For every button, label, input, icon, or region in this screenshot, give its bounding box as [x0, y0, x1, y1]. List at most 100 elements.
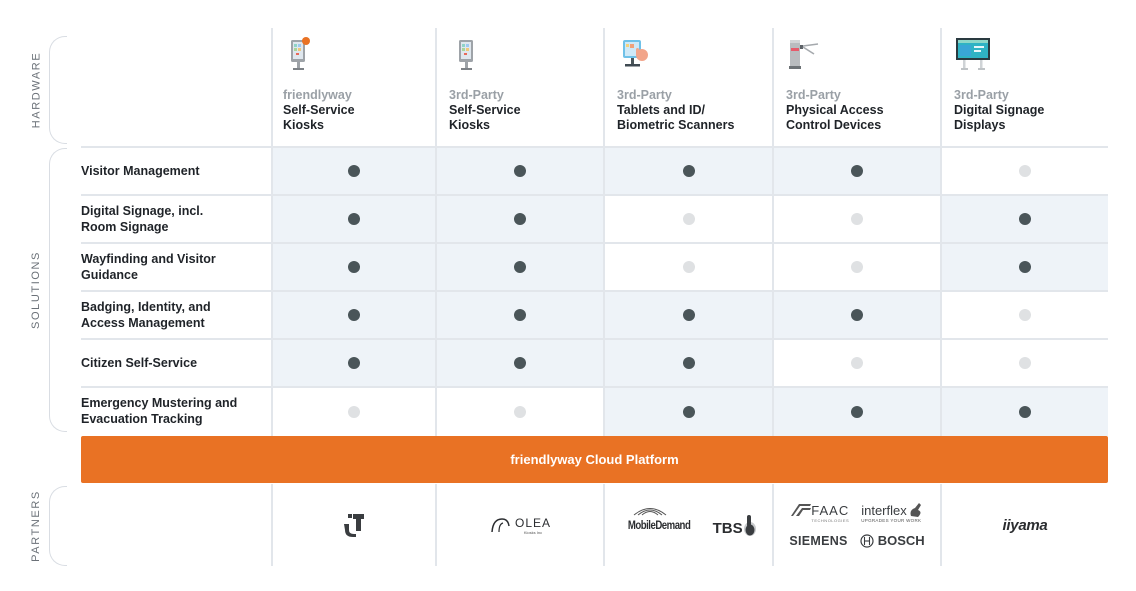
unsupported-dot-icon: [851, 260, 863, 273]
faac-slash-icon: [791, 504, 812, 516]
solution-digital-signage: Digital Signage, incl. Room Signage: [81, 203, 204, 234]
supported-dot-icon: [514, 356, 526, 369]
matrix-cell: [272, 339, 435, 386]
matrix-cell: [437, 195, 603, 242]
grid-line: [271, 28, 273, 436]
partner-cell-friendlyway: [272, 484, 435, 566]
hardware-title: Self-Service Kiosks: [449, 103, 521, 132]
grid-line: [772, 28, 774, 436]
grid-line: [81, 338, 1108, 340]
matrix-cell: [272, 243, 435, 290]
interflex-hand-icon: [910, 503, 921, 517]
unsupported-dot-icon: [682, 260, 695, 273]
grid-line: [81, 242, 1108, 244]
matrix-cell: [437, 339, 603, 386]
tablet-touch-icon: [623, 40, 648, 67]
matrix-cell: [942, 243, 1108, 290]
supported-dot-icon: [851, 164, 863, 177]
supported-dot-icon: [851, 405, 863, 418]
partner-cell-tablets: MobileDemand TBS: [605, 484, 772, 566]
siemens-logo: SIEMENS: [789, 533, 848, 548]
turnstile-icon: [789, 40, 819, 69]
matrix-cell: [774, 195, 940, 242]
kiosk-icon: [459, 40, 473, 70]
matrix-cell: [272, 195, 435, 242]
hardware-brand: 3rd-Party: [786, 88, 841, 102]
hardware-3rdparty-signage: 3rd-Party Digital Signage Displays: [942, 28, 1108, 146]
supported-dot-icon: [1019, 260, 1031, 273]
supported-dot-icon: [682, 356, 695, 369]
matrix-cell: [437, 243, 603, 290]
matrix-cell: [605, 339, 772, 386]
hardware-title: Digital Signage Displays: [954, 103, 1045, 132]
grid-line: [603, 484, 605, 566]
supported-dot-icon: [347, 356, 360, 369]
matrix-cell: [774, 243, 940, 290]
hardware-3rdparty-tablets: 3rd-Party Tablets and ID/ Biometric Scan…: [605, 28, 772, 146]
hardware-3rdparty-kiosks: 3rd-Party Self-Service Kiosks: [437, 28, 603, 146]
signage-display-icon: [956, 38, 990, 70]
grid-line: [81, 386, 1108, 388]
solution-visitor-management: Visitor Management: [81, 163, 200, 178]
matrix-cell: [272, 291, 435, 338]
matrix-cell: [605, 195, 772, 242]
hardware-brand: friendlyway: [283, 88, 352, 102]
matrix-cell: [272, 147, 435, 194]
mobiledemand-waves-icon: [634, 508, 667, 516]
hardware-title: Tablets and ID/ Biometric Scanners: [617, 103, 735, 132]
iiyama-logo: iiyama: [1002, 516, 1048, 534]
supported-dot-icon: [347, 260, 360, 273]
supported-dot-icon: [347, 164, 360, 177]
matrix-cell: [605, 147, 772, 194]
olea-logo: OLEA Kiosks Inc: [489, 516, 551, 535]
supported-dot-icon: [347, 212, 360, 225]
supported-dot-icon: [1019, 405, 1031, 418]
matrix-cell: [942, 387, 1108, 436]
solutions-section-label: SOLUTIONS: [30, 251, 42, 329]
friendlyway-logo-icon: [343, 514, 364, 537]
hardware-brand: 3rd-Party: [617, 88, 672, 102]
solution-wayfinding: Wayfinding and Visitor Guidance: [81, 251, 216, 282]
matrix-cell: [774, 291, 940, 338]
grid-line: [271, 484, 273, 566]
olea-logo-text: OLEA: [514, 515, 551, 530]
hardware-3rdparty-access-control: 3rd-Party Physical Access Control Device…: [774, 28, 940, 146]
hardware-brand: 3rd-Party: [954, 88, 1009, 102]
hardware-title: Physical Access Control Devices: [786, 103, 884, 132]
grid-line: [435, 28, 437, 436]
olea-swoosh-icon: [491, 518, 510, 533]
grid-line: [940, 28, 942, 436]
grid-line: [81, 290, 1108, 292]
matrix-cell: [774, 387, 940, 436]
unsupported-dot-icon: [851, 356, 863, 369]
cloud-platform-label: friendlyway Cloud Platform: [510, 452, 679, 467]
matrix-cell: [774, 339, 940, 386]
matrix-cell: [605, 387, 772, 436]
matrix-cell: [942, 147, 1108, 194]
supported-dot-icon: [514, 164, 526, 177]
mobiledemand-logo: MobileDemand: [620, 508, 698, 534]
grid-line: [435, 484, 437, 566]
cloud-platform-bar: friendlyway Cloud Platform: [81, 436, 1108, 483]
partners-bracket: [49, 486, 67, 566]
grid-line: [81, 194, 1108, 196]
hardware-brand: 3rd-Party: [449, 88, 504, 102]
matrix-cell: [605, 243, 772, 290]
partner-cell-iiyama: iiyama: [942, 484, 1108, 566]
supported-dot-icon: [682, 405, 695, 418]
solution-badging-identity: Badging, Identity, and Access Management: [81, 299, 211, 330]
tbs-logo: TBS: [713, 513, 757, 537]
supported-dot-icon: [514, 260, 526, 273]
kiosk-featured-icon: [291, 37, 310, 70]
supported-dot-icon: [851, 308, 863, 321]
partner-cell-access-control: FAAC TECHNOLOGIES interflex UPGRADES YOU…: [774, 484, 940, 566]
solution-citizen-self-service: Citizen Self-Service: [81, 355, 198, 370]
grid-line: [81, 146, 1108, 148]
matrix-cell: [942, 195, 1108, 242]
matrix-cell: [774, 147, 940, 194]
unsupported-dot-icon: [347, 405, 360, 418]
hardware-section-label: HARDWARE: [30, 51, 42, 129]
tbs-finger-icon: [743, 515, 756, 536]
supported-dot-icon: [514, 212, 526, 225]
partner-cell-olea: OLEA Kiosks Inc: [437, 484, 603, 566]
